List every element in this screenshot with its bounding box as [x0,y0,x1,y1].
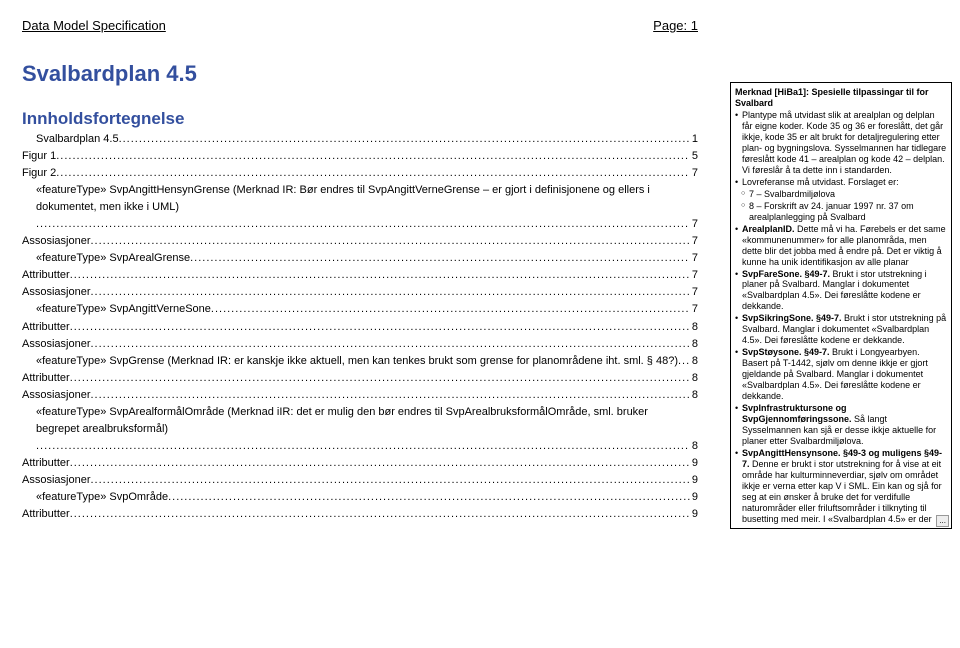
toc-leader-dots [56,148,690,165]
toc-entry[interactable]: Attributter 7 [22,267,698,284]
toc-label: «featureType» SvpArealformålOmråde (Merk… [36,404,698,438]
toc-label: Assosiasjoner [22,336,90,353]
toc-label: Assosiasjoner [22,472,90,489]
toc-page-number: 8 [690,370,698,387]
toc-leader-dots [90,387,689,404]
toc-leader-dots [90,284,689,301]
toc-entry[interactable]: 8 [22,438,698,455]
toc-label: Attributter [22,455,70,472]
table-of-contents: Svalbardplan 4.51Figur 15Figur 27«featur… [22,131,698,523]
toc-leader-dots [678,353,690,370]
toc-label: Attributter [22,319,70,336]
comment-item: SvpStøysone. §49-7. Brukt i Longyearbyen… [735,347,947,402]
comment-item: Plantype må utvidast slik at arealplan o… [735,110,947,176]
toc-label: «featureType» SvpArealGrense [36,250,190,267]
toc-entry[interactable]: Attributter 8 [22,370,698,387]
toc-label: Figur 1 [22,148,56,165]
toc-leader-dots [90,336,689,353]
toc-leader-dots [70,455,690,472]
toc-entry[interactable]: «featureType» SvpGrense (Merknad IR: er … [22,353,698,370]
toc-label: «featureType» SvpAngittHensynGrense (Mer… [36,182,698,216]
comment-subitem: 8 – Forskrift av 24. januar 1997 nr. 37 … [735,201,947,223]
toc-heading: Innholdsfortegnelse [22,109,698,129]
toc-entry[interactable]: 7 [22,216,698,233]
toc-entry[interactable]: «featureType» SvpArealGrense 7 [22,250,698,267]
document-page: Data Model Specification Page: 1 Svalbar… [0,0,720,541]
toc-leader-dots [119,131,690,148]
toc-leader-dots [36,438,690,455]
toc-page-number: 7 [690,233,698,250]
toc-entry[interactable]: Attributter 8 [22,319,698,336]
toc-label: Assosiasjoner [22,284,90,301]
toc-leader-dots [56,165,690,182]
comment-item: SvpFareSone. §49-7. Brukt i stor utstrek… [735,269,947,313]
toc-page-number: 9 [690,489,698,506]
toc-page-number: 9 [690,455,698,472]
toc-label: «featureType» SvpAngittVerneSone [36,301,211,318]
toc-label: Attributter [22,267,70,284]
toc-leader-dots [70,319,690,336]
toc-page-number: 7 [690,267,698,284]
toc-label: Assosiasjoner [22,233,90,250]
toc-entry[interactable]: Figur 1 5 [22,148,698,165]
toc-entry[interactable]: Attributter 9 [22,506,698,523]
header-left: Data Model Specification [22,18,166,33]
toc-page-number: 7 [690,165,698,182]
toc-entry[interactable]: «featureType» SvpOmråde 9 [22,489,698,506]
toc-entry[interactable]: Assosiasjoner 8 [22,336,698,353]
toc-page-number: 7 [690,301,698,318]
toc-entry[interactable]: «featureType» SvpAngittHensynGrense (Mer… [22,182,698,216]
toc-label: Attributter [22,370,70,387]
toc-page-number: 8 [690,387,698,404]
toc-entry[interactable]: Assosiasjoner 9 [22,472,698,489]
toc-entry[interactable]: Svalbardplan 4.5 1 [22,131,698,148]
toc-label: Svalbardplan 4.5 [36,131,119,148]
toc-leader-dots [168,489,690,506]
toc-page-number: 9 [690,472,698,489]
toc-leader-dots [90,472,689,489]
toc-entry[interactable]: «featureType» SvpAngittVerneSone 7 [22,301,698,318]
toc-page-number: 7 [690,284,698,301]
comment-more-button[interactable]: ... [936,515,949,527]
comment-item: SvpSikringSone. §49-7. Brukt i stor utst… [735,313,947,346]
toc-page-number: 7 [690,216,698,233]
toc-entry[interactable]: «featureType» SvpArealformålOmråde (Merk… [22,404,698,438]
toc-page-number: 9 [690,506,698,523]
comment-item: Lovreferanse må utvidast. Forslaget er: [735,177,947,188]
toc-page-number: 8 [690,353,698,370]
header-right: Page: 1 [653,18,698,33]
toc-leader-dots [70,370,690,387]
toc-label: Attributter [22,506,70,523]
toc-leader-dots [90,233,689,250]
toc-leader-dots [190,250,690,267]
toc-entry[interactable]: Assosiasjoner 7 [22,233,698,250]
toc-page-number: 8 [690,438,698,455]
toc-leader-dots [70,506,690,523]
comment-item: SvpInfrastruktursone og SvpGjennomføring… [735,403,947,447]
toc-entry[interactable]: Attributter 9 [22,455,698,472]
comment-subitem: 7 – Svalbardmiljølova [735,189,947,200]
main-title: Svalbardplan 4.5 [22,61,698,87]
toc-entry[interactable]: Assosiasjoner 7 [22,284,698,301]
comment-title: Merknad [HiBa1]: Spesielle tilpassingar … [735,87,947,109]
toc-page-number: 7 [690,250,698,267]
toc-leader-dots [36,216,690,233]
toc-label: Figur 2 [22,165,56,182]
toc-label: Assosiasjoner [22,387,90,404]
toc-page-number: 1 [690,131,698,148]
document-header: Data Model Specification Page: 1 [22,18,698,33]
toc-page-number: 5 [690,148,698,165]
toc-label: «featureType» SvpOmråde [36,489,168,506]
toc-entry[interactable]: Assosiasjoner 8 [22,387,698,404]
toc-leader-dots [70,267,690,284]
toc-leader-dots [211,301,690,318]
comment-balloon: Merknad [HiBa1]: Spesielle tilpassingar … [730,82,952,529]
toc-page-number: 8 [690,319,698,336]
comment-item: SvpAngittHensynsone. §49-3 og muligens §… [735,448,947,525]
comment-list: Plantype må utvidast slik at arealplan o… [735,110,947,525]
toc-entry[interactable]: Figur 2 7 [22,165,698,182]
comment-item: ArealplanID. Dette må vi ha. Førebels er… [735,224,947,268]
toc-page-number: 8 [690,336,698,353]
toc-label: «featureType» SvpGrense (Merknad IR: er … [36,353,678,370]
